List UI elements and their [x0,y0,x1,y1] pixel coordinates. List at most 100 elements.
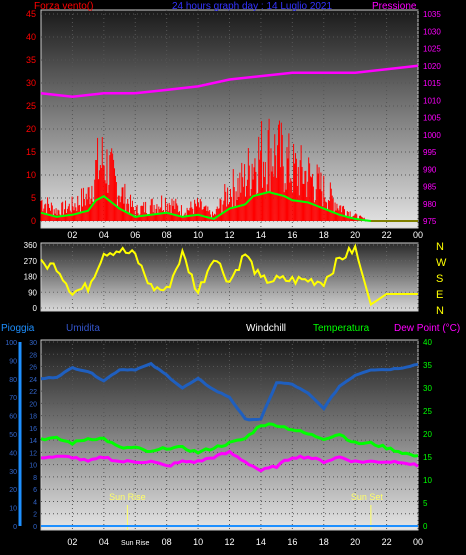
wind-tick-label: 15 [26,147,36,157]
x-tick-label: 02 [67,537,77,547]
humidity-tick-label: 60 [9,414,17,421]
humidity-tick-label: 90 [9,358,17,365]
temperature-tick-label: 40 [423,338,432,347]
pressure-tick-label: 990 [423,165,437,174]
x-tick-label: 14 [256,537,266,547]
temperature-label: Temperatura [313,323,370,334]
pressure-axis-label: Pressione [372,1,417,12]
temperature-tick-label: 25 [423,407,432,416]
pressure-tick-label: 1030 [423,27,441,36]
humidity-tick-label: 10 [9,506,17,513]
temperature-tick-label: 30 [423,384,432,393]
sunset-label: Sun Set [351,492,384,502]
wind-axis-label: Forza vento() [34,1,93,12]
series-layer [40,64,419,530]
compass-label: W [436,257,447,269]
humidity-axis-label: Umidita [66,323,100,334]
compass-label: E [436,289,443,301]
rain-tick-label: 24 [29,377,37,384]
x-tick-label: 14 [256,230,266,240]
humidity-tick-label: 30 [9,469,17,476]
x-tick-label: Sun Rise [121,540,150,547]
pressure-tick-label: 1025 [423,45,441,54]
x-tick-label: 06 [130,230,140,240]
x-tick-label: 22 [382,230,392,240]
rain-tick-label: 10 [29,463,37,470]
dewpoint-label: Dew Point (°C) [394,323,460,334]
humidity-line [40,361,419,422]
pressure-tick-label: 985 [423,183,437,192]
humidity-tick-label: 80 [9,377,17,384]
x-tick-label: 00 [413,537,423,547]
rain-tick-label: 28 [29,352,37,359]
x-tick-label: 20 [350,230,360,240]
chart-title: 24 hours graph day : 14 Luglio 2021 [172,1,333,12]
direction-line [40,243,418,307]
rain-tick-label: 22 [29,389,37,396]
x-tick-label: 16 [287,537,297,547]
humidity-tick-label: 20 [9,487,17,494]
rain-tick-label: 16 [29,426,37,433]
pressure-tick-label: 980 [423,200,437,209]
x-tick-label: 10 [193,537,203,547]
rain-tick-label: 26 [29,365,37,372]
wind-average-line [40,190,418,222]
pressure-tick-label: 1000 [423,131,441,140]
compass-label: N [436,305,444,317]
temperature-tick-label: 5 [423,499,428,508]
humidity-tick-label: 0 [13,524,17,531]
direction-tick-label: 360 [24,241,38,250]
rain-tick-label: 0 [33,524,37,531]
x-tick-label: 12 [224,230,234,240]
wind-spikes [40,118,371,221]
dewpoint-line [41,449,419,473]
wind-tick-label: 45 [26,9,36,19]
rain-tick-label: 8 [33,475,37,482]
rain-tick-label: 30 [29,340,37,347]
axes-layer: 4540353025201510501035103010251020101510… [5,9,441,547]
rain-axis-label: Pioggia [1,323,35,334]
wind-tick-label: 35 [26,55,36,65]
x-tick-label: 18 [319,230,329,240]
x-tick-label: 00 [413,230,423,240]
windchill-label: Windchill [246,323,286,334]
direction-tick-label: 270 [24,257,38,266]
wind-tick-label: 40 [26,32,36,42]
pressure-tick-label: 995 [423,148,437,157]
x-tick-label: 16 [287,230,297,240]
wind-tick-label: 20 [26,124,36,134]
compass-label: S [436,273,443,285]
temperature-tick-label: 10 [423,476,432,485]
rain-tick-label: 12 [29,450,37,457]
wind-tick-label: 25 [26,101,36,111]
x-tick-label: 18 [319,537,329,547]
x-tick-label: 22 [382,537,392,547]
wind-tick-label: 30 [26,78,36,88]
humidity-tick-label: 70 [9,395,17,402]
x-tick-label: 08 [162,537,172,547]
humidity-tick-label: 40 [9,450,17,457]
pressure-tick-label: 1010 [423,96,441,105]
temperature-tick-label: 20 [423,430,432,439]
x-tick-label: 04 [99,537,109,547]
wind-tick-label: 0 [31,216,36,226]
temperature-tick-label: 15 [423,453,432,462]
pressure-tick-label: 1035 [423,10,441,19]
rain-tick-label: 14 [29,438,37,445]
pressure-tick-label: 1005 [423,114,441,123]
rain-tick-label: 6 [33,487,37,494]
temperature-line [40,422,419,458]
pressure-tick-label: 1020 [423,62,441,71]
rain-tick-label: 2 [33,512,37,519]
direction-tick-label: 0 [33,304,38,313]
direction-tick-label: 180 [24,273,38,282]
x-tick-label: 12 [224,537,234,547]
compass-label: N [436,241,444,253]
pressure-line [40,64,419,99]
direction-tick-label: 90 [28,288,37,297]
humidity-tick-label: 50 [9,432,17,439]
pressure-tick-label: 975 [423,217,437,226]
temperature-tick-label: 35 [423,361,432,370]
x-tick-label: 10 [193,230,203,240]
